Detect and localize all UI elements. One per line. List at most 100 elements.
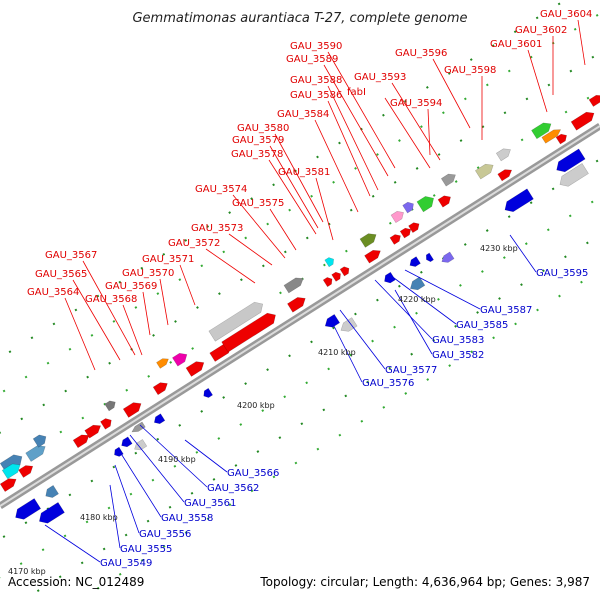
forward-gene[interactable] (339, 265, 351, 277)
gene-label[interactable]: GAU_3564 (27, 287, 79, 298)
forward-gene[interactable] (474, 161, 496, 180)
gene-label[interactable]: GAU_3596 (395, 48, 447, 59)
gene-label[interactable]: GAU_3549 (100, 558, 152, 569)
forward-gene[interactable] (72, 432, 91, 449)
forward-gene[interactable] (416, 193, 437, 213)
gene-label[interactable]: GAU_3565 (35, 269, 87, 280)
reverse-gene[interactable] (12, 498, 42, 522)
forward-gene[interactable] (122, 399, 144, 418)
gene-label[interactable]: GAU_3583 (432, 335, 484, 346)
gene-label[interactable]: GAU_3558 (161, 513, 213, 524)
forward-gene[interactable] (152, 380, 170, 396)
gene-label[interactable]: GAU_3602 (515, 25, 567, 36)
gene-label[interactable]: GAU_3579 (232, 135, 284, 146)
gene-label[interactable]: GAU_3570 (122, 268, 174, 279)
forward-gene[interactable] (364, 247, 383, 264)
gene-label[interactable]: GAU_3576 (362, 378, 414, 389)
reverse-gene[interactable] (202, 387, 213, 399)
forward-gene[interactable] (541, 127, 563, 144)
forward-gene[interactable] (104, 399, 118, 412)
gene-label[interactable]: GAU_3577 (385, 365, 437, 376)
forward-gene[interactable] (32, 432, 48, 448)
reverse-gene[interactable] (132, 439, 148, 452)
gene-label[interactable]: GAU_3586 (290, 90, 342, 101)
forward-gene[interactable] (185, 358, 207, 377)
gene-label[interactable]: GAU_3566 (227, 468, 279, 479)
forward-gene[interactable] (390, 209, 406, 224)
gene-label[interactable]: GAU_3573 (191, 223, 243, 234)
gene-label[interactable]: GAU_3601 (490, 39, 542, 50)
gene-label[interactable]: GAU_3582 (432, 350, 484, 361)
forward-gene[interactable] (25, 442, 48, 462)
gene-label[interactable]: GAU_3595 (536, 268, 588, 279)
forward-gene[interactable] (287, 294, 308, 313)
forward-gene[interactable] (408, 221, 422, 233)
forward-gene[interactable] (497, 167, 514, 182)
gene-label[interactable]: GAU_3556 (139, 529, 191, 540)
forward-gene[interactable] (324, 256, 336, 268)
reverse-gene[interactable] (323, 313, 341, 330)
forward-gene[interactable] (331, 270, 343, 282)
gene-label[interactable]: GAU_3555 (120, 544, 172, 555)
forward-gene[interactable] (402, 200, 416, 214)
gene-label[interactable]: GAU_3568 (85, 294, 137, 305)
reverse-gene[interactable] (408, 276, 426, 293)
reverse-gene[interactable] (557, 163, 589, 189)
reverse-gene[interactable] (119, 436, 133, 449)
reverse-gene[interactable] (43, 485, 59, 500)
reverse-gene[interactable] (502, 188, 534, 215)
reverse-gene[interactable] (130, 421, 146, 435)
gene-label[interactable]: GAU_3585 (456, 320, 508, 331)
reverse-gene[interactable] (338, 317, 358, 335)
gene-label[interactable]: fabI (347, 87, 366, 98)
gene-label[interactable]: GAU_3571 (142, 254, 194, 265)
gene-label[interactable]: GAU_3589 (286, 54, 338, 65)
forward-gene[interactable] (588, 92, 600, 107)
gene-label[interactable]: GAU_3594 (390, 98, 442, 109)
reverse-gene[interactable] (553, 148, 586, 175)
reverse-gene[interactable] (112, 446, 124, 458)
forward-gene[interactable] (555, 132, 569, 145)
gene-label[interactable]: GAU_3572 (168, 238, 220, 249)
forward-gene[interactable] (156, 356, 170, 369)
gene-label[interactable]: GAU_3580 (237, 123, 289, 134)
forward-gene[interactable] (1, 461, 23, 480)
gene-label[interactable]: GAU_3593 (354, 72, 406, 83)
forward-gene[interactable] (495, 146, 513, 162)
gene-label[interactable]: GAU_3587 (480, 305, 532, 316)
forward-gene[interactable] (570, 109, 597, 131)
gene-label[interactable]: GAU_3588 (290, 75, 342, 86)
forward-gene[interactable] (399, 226, 413, 239)
reverse-gene[interactable] (382, 271, 396, 285)
forward-gene[interactable] (100, 416, 113, 430)
forward-gene[interactable] (359, 230, 379, 248)
forward-gene[interactable] (531, 120, 553, 140)
gene-label[interactable]: GAU_3574 (195, 184, 247, 195)
reverse-gene[interactable] (36, 502, 65, 526)
gene-label[interactable]: GAU_3567 (45, 250, 97, 261)
gene-label[interactable]: GAU_3561 (184, 498, 236, 509)
reverse-gene[interactable] (152, 413, 166, 426)
forward-gene[interactable] (221, 310, 279, 353)
gene-label[interactable]: GAU_3578 (231, 149, 283, 160)
reverse-gene[interactable] (408, 256, 421, 269)
forward-gene[interactable] (208, 299, 266, 342)
gene-label[interactable]: GAU_3590 (290, 41, 342, 52)
forward-gene[interactable] (440, 171, 458, 187)
gene-label[interactable]: GAU_3581 (278, 167, 330, 178)
forward-gene[interactable] (389, 232, 403, 245)
reverse-gene[interactable] (440, 251, 455, 265)
gene-label[interactable]: GAU_3575 (232, 198, 284, 209)
forward-gene[interactable] (18, 462, 36, 478)
gene-label[interactable]: GAU_3562 (207, 483, 259, 494)
reverse-gene[interactable] (424, 252, 434, 263)
gene-label[interactable]: GAU_3569 (105, 281, 157, 292)
gene-label[interactable]: GAU_3598 (444, 65, 496, 76)
forward-gene[interactable] (0, 475, 18, 492)
gene-label[interactable]: GAU_3584 (277, 109, 329, 120)
forward-gene[interactable] (172, 350, 189, 367)
gene-label[interactable]: GAU_3604 (540, 9, 592, 20)
forward-gene[interactable] (437, 193, 453, 208)
forward-gene[interactable] (84, 422, 103, 439)
forward-gene[interactable] (322, 276, 334, 288)
